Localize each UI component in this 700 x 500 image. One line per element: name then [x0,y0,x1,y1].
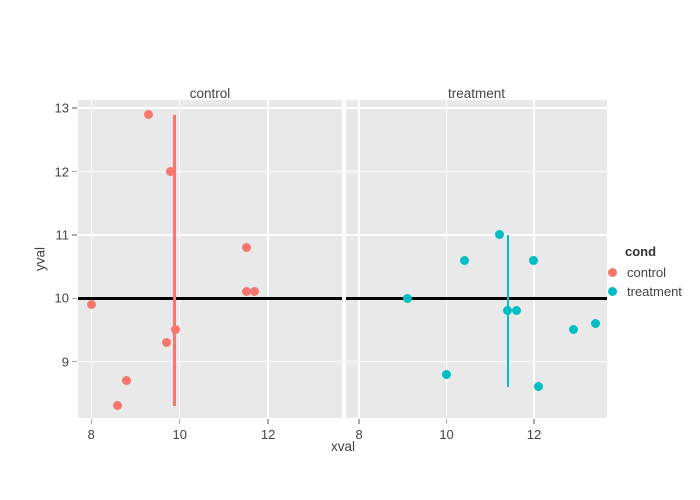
x-tick-mark [533,419,535,424]
data-point[interactable] [241,243,251,253]
legend-label-treatment: treatment [627,284,682,299]
data-point[interactable] [250,287,260,297]
y-tick-label: 13 [54,100,69,116]
legend-item-treatment[interactable]: treatment [604,282,682,301]
legend-label-control: control [627,265,667,280]
legend: cond control treatment [604,244,682,301]
data-point[interactable] [161,338,171,348]
y-gridline [78,107,342,109]
facet-title-treatment: treatment [447,86,506,101]
data-point[interactable] [402,293,412,303]
y-gridline [346,107,607,109]
x-tick-label: 8 [355,427,363,442]
y-gridline [78,170,342,173]
x-tick-mark [445,419,448,424]
x-tick-mark [90,419,93,424]
y-gridline [346,170,607,173]
data-point[interactable] [241,287,251,297]
legend-title: cond [625,244,657,259]
y-tick-mark [72,297,77,300]
data-point[interactable] [122,376,132,386]
data-point[interactable] [166,167,176,177]
data-point[interactable] [144,110,154,120]
data-point[interactable] [170,325,180,335]
x-gridline [90,100,93,418]
y-tick-mark [72,107,77,109]
reference-hline [78,297,342,300]
x-axis-title: xval [330,439,356,454]
y-tick-label: 10 [54,290,69,306]
x-tick-label: 10 [439,427,454,442]
x-tick-label: 10 [172,427,187,442]
data-point[interactable] [442,369,452,379]
y-tick-mark [72,360,77,363]
legend-item-control[interactable]: control [604,263,682,282]
mean-x-vline [173,114,176,406]
panel-treatment [346,100,607,418]
data-point[interactable] [590,319,600,329]
x-tick-label: 8 [87,427,95,442]
y-gridline [346,360,607,363]
x-gridline [358,100,360,418]
x-tick-mark [267,419,269,424]
data-point[interactable] [533,382,543,392]
reference-hline [346,297,607,300]
y-tick-mark [72,234,77,236]
facet-title-control: control [189,86,231,101]
data-point[interactable] [568,325,578,335]
data-point[interactable] [86,300,96,310]
data-point[interactable] [503,306,513,316]
y-gridline [346,234,607,236]
x-tick-mark [358,419,360,424]
x-tick-label: 12 [260,427,276,442]
x-gridline [445,100,448,418]
y-axis-title: yval [32,246,48,272]
legend-marker-control-icon [608,268,617,277]
x-gridline [267,100,269,418]
legend-marker-treatment-icon [608,287,617,296]
panel-control [78,100,342,418]
y-tick-label: 12 [54,164,69,180]
x-tick-mark [178,419,181,424]
data-point[interactable] [512,306,521,316]
y-gridline [78,360,342,363]
data-point[interactable] [494,230,504,240]
x-tick-label: 12 [526,427,542,442]
y-tick-label: 9 [61,354,69,370]
data-point[interactable] [529,255,539,265]
y-tick-mark [72,170,77,173]
y-tick-label: 11 [55,227,70,243]
data-point[interactable] [113,401,123,411]
data-point[interactable] [459,255,469,265]
y-gridline [78,234,342,236]
x-gridline [178,100,181,418]
